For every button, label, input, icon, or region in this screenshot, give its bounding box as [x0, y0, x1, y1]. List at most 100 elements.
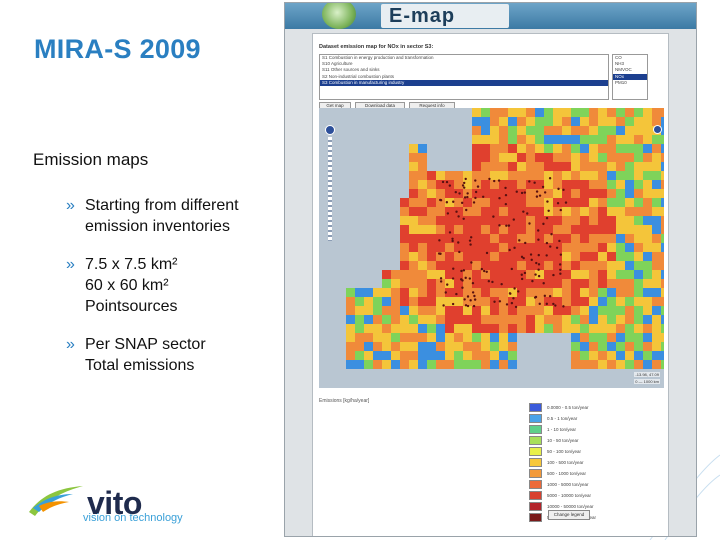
grid-cell [481, 252, 490, 261]
grid-cell [544, 171, 553, 180]
grid-cell [553, 270, 562, 279]
layer-switcher-icon[interactable] [653, 125, 662, 134]
grid-cell [454, 252, 463, 261]
sector-select[interactable]: S1 Combustion in energy production and t… [319, 54, 609, 100]
grid-cell [544, 180, 553, 189]
grid-cell [562, 261, 571, 270]
point-source [558, 239, 561, 243]
grid-cell [463, 351, 472, 360]
pollutant-option[interactable]: PM10 [615, 79, 627, 85]
grid-cell [571, 360, 580, 369]
grid-cell [652, 342, 661, 351]
grid-cell [643, 153, 652, 162]
grid-cell [580, 279, 589, 288]
point-source [472, 201, 476, 204]
point-source [480, 267, 484, 271]
point-source [460, 269, 463, 273]
point-source [459, 278, 463, 281]
point-source [542, 222, 545, 226]
grid-cell [562, 180, 571, 189]
grid-cell [544, 243, 553, 252]
grid-cell [454, 234, 463, 243]
grid-cell [508, 324, 517, 333]
grid-cell [526, 225, 535, 234]
grid-cell [400, 342, 409, 351]
grid-cell [634, 324, 643, 333]
grid-cell [571, 252, 580, 261]
point-source [507, 224, 511, 227]
grid-cell [382, 306, 391, 315]
grid-cell [526, 261, 535, 270]
grid-cell [562, 108, 571, 117]
grid-cell [643, 171, 652, 180]
sector-option[interactable]: S10 Agriculture [322, 61, 353, 67]
grid-cell [418, 342, 427, 351]
legend-swatch [529, 403, 542, 412]
sector-option[interactable]: S2 Non-industrial combustion plants [322, 73, 395, 79]
legend-title: Emissions [kg/ha/year] [319, 398, 370, 404]
pollutant-option[interactable]: NH3 [615, 61, 625, 67]
grid-cell [526, 297, 535, 306]
zoom-slider[interactable] [328, 137, 332, 241]
grid-cell [409, 297, 418, 306]
grid-cell [472, 171, 481, 180]
grid-cell [490, 225, 499, 234]
grid-cell [418, 234, 427, 243]
point-source [465, 208, 468, 212]
sector-option-selected[interactable]: S3 Combustion in manufacturing industry [320, 79, 608, 87]
grid-cell [454, 270, 463, 279]
grid-cell [643, 288, 652, 297]
grid-cell [463, 207, 472, 216]
change-legend-button[interactable]: Change legend [548, 510, 590, 520]
grid-cell [643, 306, 652, 315]
grid-cell [616, 351, 625, 360]
grid-cell [490, 360, 499, 369]
zoom-control[interactable] [325, 125, 335, 243]
grid-cell [562, 270, 571, 279]
pan-icon[interactable] [325, 125, 335, 135]
grid-cell [535, 315, 544, 324]
grid-cell [580, 252, 589, 261]
sector-option[interactable]: S1 Combustion in energy production and t… [322, 55, 434, 60]
point-source [548, 177, 552, 180]
grid-cell [598, 261, 607, 270]
grid-cell [553, 180, 562, 189]
grid-cell [634, 117, 643, 126]
grid-cell [544, 279, 553, 288]
pollutant-option-selected[interactable]: NOx [613, 73, 647, 80]
point-source [439, 198, 442, 202]
grid-cell [553, 225, 562, 234]
grid-cell [625, 234, 634, 243]
grid-cell [382, 270, 391, 279]
vito-swoosh-icon [29, 486, 83, 516]
grid-cell [472, 144, 481, 153]
point-source [524, 241, 527, 245]
point-source [522, 210, 525, 213]
grid-cell [598, 360, 607, 369]
grid-cell [436, 171, 445, 180]
grid-cell [490, 162, 499, 171]
bullet-inventories: » Starting from different emission inven… [66, 195, 286, 237]
pollutant-option[interactable]: NMVOC [615, 67, 632, 73]
emission-map[interactable]: -13.98, 47.09 0 — 1000 km [319, 108, 664, 388]
grid-cell [418, 288, 427, 297]
grid-cell [508, 252, 517, 261]
grid-cell [409, 225, 418, 234]
grid-cell [652, 315, 661, 324]
pollutant-option[interactable]: CO [615, 55, 622, 60]
grid-cell [580, 198, 589, 207]
grid-cell [490, 117, 499, 126]
grid-cell [571, 180, 580, 189]
grid-cell [652, 351, 661, 360]
grid-cell [355, 297, 364, 306]
pollutant-select[interactable]: CO NH3 NMVOC NOx PM10 [612, 54, 648, 100]
grid-cell [616, 126, 625, 135]
grid-cell [427, 342, 436, 351]
sector-option[interactable]: S11 Other sources and sinks [322, 67, 380, 73]
grid-cell [445, 360, 454, 369]
point-source [498, 197, 501, 200]
grid-cell [499, 207, 508, 216]
grid-cell [508, 279, 517, 288]
legend-swatch [529, 436, 542, 445]
grid-cell [409, 324, 418, 333]
